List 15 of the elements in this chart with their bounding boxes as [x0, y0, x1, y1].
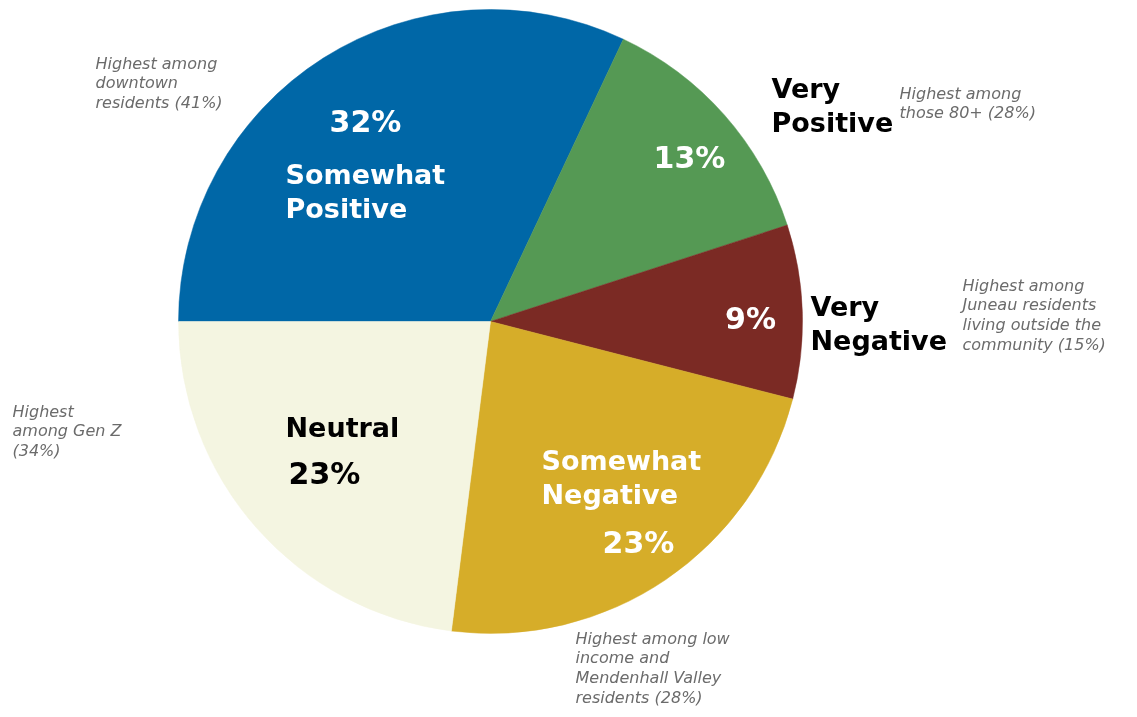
text: Highest among Juneau residents living outside the community (15%) — [959, 275, 1106, 355]
data-label: 23% — [602, 524, 675, 560]
text: Highest among Gen Z (34%) — [12, 401, 123, 461]
data-label: 23% — [288, 455, 361, 491]
data-label: 32% — [329, 103, 402, 139]
slice-label: Very Negative — [810, 290, 948, 356]
data-label: 13% — [653, 139, 726, 175]
text: Highest among low income and Mendenhall Valley residents (28%) — [575, 628, 731, 708]
data-label: 9% — [725, 300, 776, 336]
text: Highest among those 80+ (28%) — [899, 83, 1036, 123]
text: Highest among downtown residents (41%) — [95, 53, 223, 113]
slice-label: Somewhat Negative — [541, 444, 702, 510]
slice-label: Neutral — [285, 411, 400, 443]
slice-label: Somewhat Positive — [285, 158, 446, 224]
slice-label: Very Positive — [771, 72, 894, 138]
